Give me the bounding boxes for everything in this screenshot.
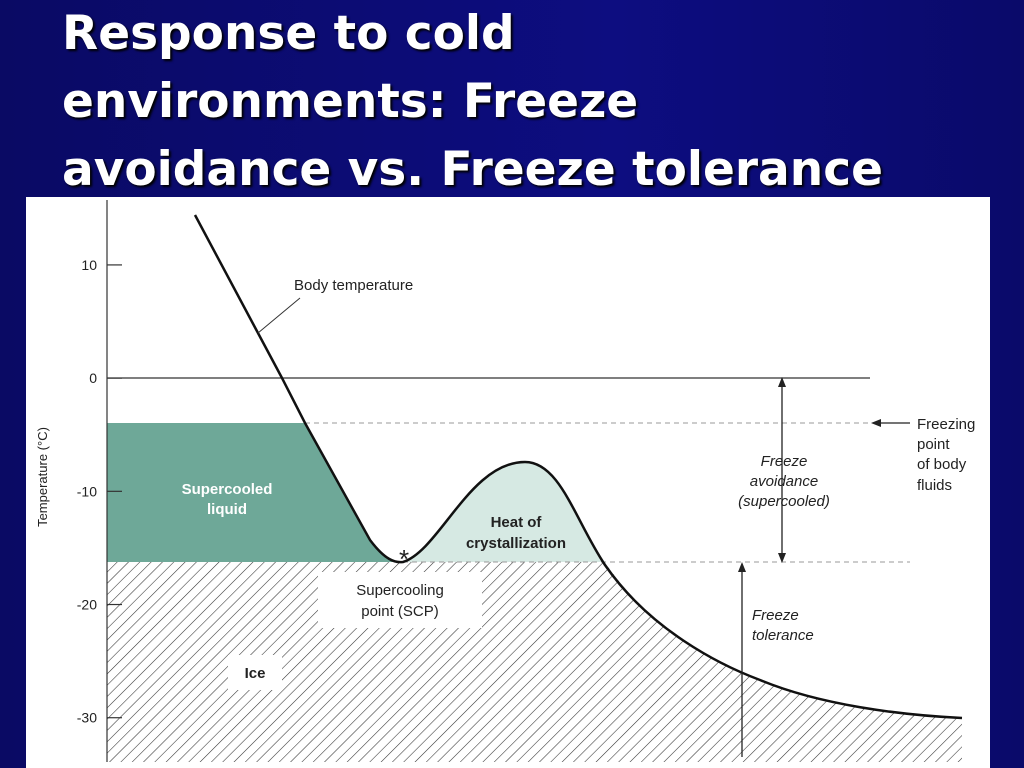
annotation: Heat of [491, 514, 543, 531]
leader-line [257, 297, 301, 334]
annotation: tolerance [752, 627, 814, 644]
annotation: point [917, 436, 950, 453]
annotation: Freezing [917, 416, 975, 433]
y-tick-label: -20 [77, 597, 97, 613]
annotation: Freeze [761, 453, 808, 470]
slide-title: Response to cold [62, 6, 515, 61]
annotation: Supercooling [356, 582, 444, 599]
crystallization-region [403, 462, 605, 562]
annotation: Supercooled [182, 481, 273, 498]
figure: * Temperature (°C) Body temperature Supe… [26, 197, 990, 768]
annotation: crystallization [466, 535, 566, 552]
y-tick-label: -30 [77, 710, 97, 726]
annotation: (supercooled) [738, 493, 830, 510]
body-temperature-curve [193, 214, 963, 720]
slide-title: environments: Freeze [62, 74, 639, 129]
annotation: point (SCP) [361, 603, 439, 620]
annotation: fluids [917, 477, 952, 494]
label-box [318, 572, 482, 628]
annotation: Body temperature [294, 277, 413, 294]
annotation: avoidance [750, 473, 818, 490]
y-tick-label: 10 [81, 257, 97, 273]
y-tick-label: -10 [77, 483, 97, 499]
annotation: of body [917, 456, 967, 473]
y-axis-label: Temperature (°C) [35, 427, 50, 527]
supercooled-region [107, 423, 403, 563]
annotation: Ice [245, 665, 266, 682]
annotation: liquid [207, 501, 247, 518]
annotation: Freeze [752, 607, 799, 624]
label-box [228, 655, 282, 690]
slide-title: avoidance vs. Freeze tolerance [62, 142, 883, 197]
scp-marker: * [399, 544, 409, 574]
y-tick-label: 0 [89, 370, 97, 386]
